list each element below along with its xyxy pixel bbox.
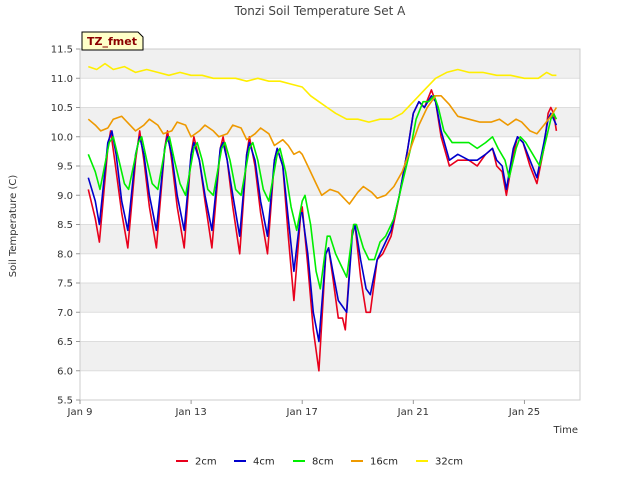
series-line-4cm bbox=[87, 95, 558, 343]
legend-label: 16cm bbox=[370, 457, 398, 468]
grid-band bbox=[80, 224, 580, 254]
legend: 2cm 4cm 8cm 16cm 32cm bbox=[176, 457, 463, 468]
series-line-32cm bbox=[88, 62, 557, 123]
legend-item-4cm: 4cm bbox=[234, 457, 275, 468]
y-tick-label: 7.5 bbox=[57, 279, 73, 290]
legend-label: 32cm bbox=[435, 457, 463, 468]
y-axis-title: Soil Temperature (C) bbox=[8, 175, 19, 278]
x-tick-label: Jan 17 bbox=[286, 407, 318, 418]
legend-item-2cm: 2cm bbox=[176, 457, 217, 468]
x-tick-label: Jan 21 bbox=[397, 407, 429, 418]
legend-item-16cm: 16cm bbox=[351, 457, 398, 468]
grid-band bbox=[80, 49, 580, 79]
y-tick-label: 5.5 bbox=[57, 396, 73, 407]
legend-item-8cm: 8cm bbox=[293, 457, 334, 468]
grid-band bbox=[80, 283, 580, 313]
y-tick-label: 10.0 bbox=[51, 132, 73, 143]
x-tick-label: Jan 25 bbox=[508, 407, 540, 418]
chart-title: Tonzi Soil Temperature Set A bbox=[234, 4, 406, 18]
site-badge: TZ_fmet bbox=[81, 31, 144, 51]
y-tick-label: 9.0 bbox=[57, 191, 73, 202]
site-badge-label: TZ_fmet bbox=[87, 35, 137, 48]
legend-label: 2cm bbox=[195, 457, 217, 468]
y-axis-ticks: 5.5 6.0 6.5 7.0 7.5 8.0 8.5 9.0 9.5 10.0 10.5 11.0 1… bbox=[51, 45, 80, 407]
y-tick-label: 11.0 bbox=[51, 74, 73, 85]
x-tick-label: Jan 9 bbox=[67, 407, 93, 418]
y-tick-label: 8.5 bbox=[57, 220, 73, 231]
y-tick-label: 6.0 bbox=[57, 366, 73, 377]
legend-label: 8cm bbox=[312, 457, 334, 468]
x-axis-title: Time bbox=[553, 425, 578, 436]
series-line-16cm bbox=[87, 95, 558, 205]
y-tick-label: 9.5 bbox=[57, 162, 73, 173]
legend-label: 4cm bbox=[253, 457, 275, 468]
series-line-8cm bbox=[87, 95, 558, 290]
x-axis-ticks: Jan 9 Jan 13 Jan 17 Jan 21 Jan 25 bbox=[67, 400, 540, 418]
y-tick-label: 8.0 bbox=[57, 249, 73, 260]
y-tick-label: 11.5 bbox=[51, 45, 73, 56]
grid-band bbox=[80, 107, 580, 137]
legend-item-32cm: 32cm bbox=[416, 457, 463, 468]
grid-band bbox=[80, 341, 580, 371]
y-tick-label: 10.5 bbox=[51, 103, 73, 114]
series-lines bbox=[87, 62, 558, 372]
x-tick-label: Jan 13 bbox=[174, 407, 206, 418]
y-tick-label: 6.5 bbox=[57, 337, 73, 348]
y-tick-label: 7.0 bbox=[57, 308, 73, 319]
